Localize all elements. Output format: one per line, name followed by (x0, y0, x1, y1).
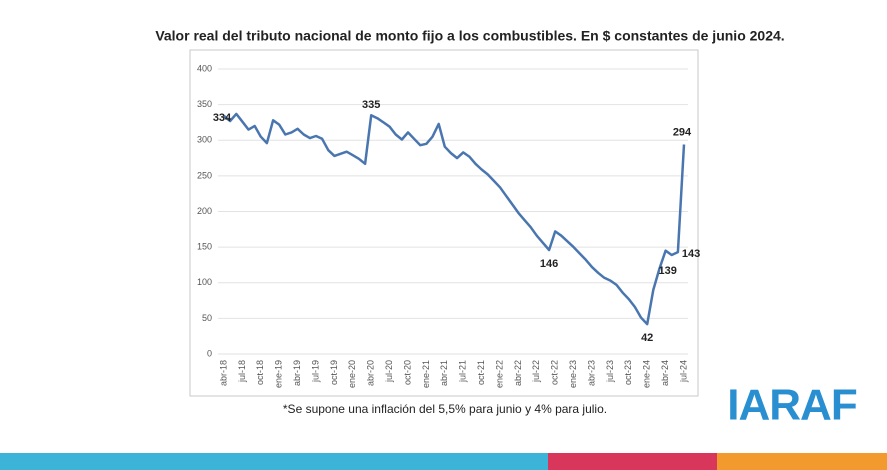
x-tick-label: oct-19 (329, 360, 339, 385)
data-label: 294 (673, 126, 692, 138)
x-tick-label: jul-24 (678, 360, 688, 383)
x-tick-label: abr-20 (366, 360, 376, 386)
x-tick-label: jul-23 (605, 360, 615, 383)
footer-bar (0, 453, 548, 470)
x-tick-label: oct-20 (402, 360, 412, 385)
data-label: 146 (540, 258, 558, 270)
line (223, 112, 686, 326)
logo: IARAF (727, 381, 857, 430)
x-tick-label: abr-23 (586, 360, 596, 386)
x-tick-label: ene-23 (568, 360, 578, 388)
y-tick-label: 50 (202, 313, 212, 323)
footnote: *Se supone una inflación del 5,5% para j… (283, 402, 607, 416)
x-tick-label: ene-24 (642, 360, 652, 388)
y-tick-label: 100 (197, 277, 212, 287)
chart-title: Valor real del tributo nacional de monto… (155, 28, 784, 44)
x-tick-label: jul-20 (384, 360, 394, 383)
x-tick-label: abr-22 (513, 360, 523, 386)
data-label: 139 (659, 265, 677, 277)
data-label: 334 (213, 112, 232, 124)
y-tick-label: 0 (207, 348, 212, 358)
y-tick-label: 300 (197, 135, 212, 145)
x-tick-label: oct-21 (476, 360, 486, 385)
x-tick-label: jul-18 (237, 360, 247, 383)
footer-bar (717, 453, 887, 470)
data-label: 335 (362, 99, 380, 111)
x-tick-label: ene-20 (347, 360, 357, 388)
y-tick-label: 150 (197, 242, 212, 252)
x-tick-label: oct-23 (623, 360, 633, 385)
x-tick-label: ene-22 (494, 360, 504, 388)
y-tick-label: 350 (197, 99, 212, 109)
x-tick-label: oct-18 (255, 360, 265, 385)
data-label: 42 (641, 332, 653, 344)
x-tick-label: jul-22 (531, 360, 541, 383)
x-tick-label: abr-19 (292, 360, 302, 386)
x-tick-label: abr-21 (439, 360, 449, 386)
data-label: 143 (682, 248, 700, 260)
footer-bar (548, 453, 717, 470)
x-tick-label: jul-21 (458, 360, 468, 383)
y-tick-label: 400 (197, 63, 212, 73)
x-tick-label: abr-24 (660, 360, 670, 386)
x-tick-label: ene-19 (274, 360, 284, 388)
x-tick-label: abr-18 (218, 360, 228, 386)
y-tick-label: 250 (197, 170, 212, 180)
chart-frame (189, 49, 699, 397)
x-tick-label: oct-22 (550, 360, 560, 385)
y-tick-label: 200 (197, 206, 212, 216)
x-tick-label: ene-21 (421, 360, 431, 388)
x-tick-label: jul-19 (310, 360, 320, 383)
